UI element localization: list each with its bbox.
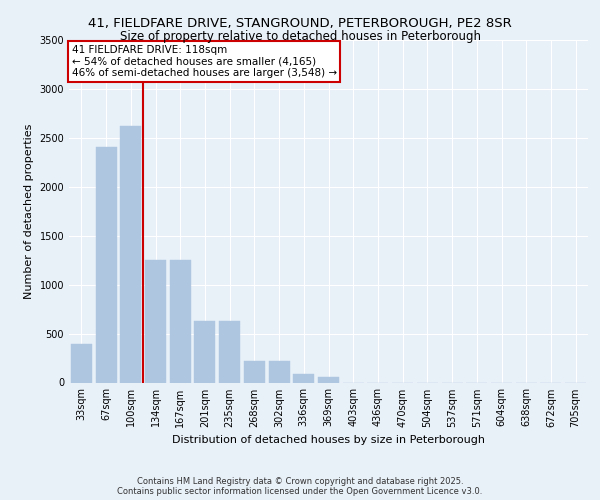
Text: 41 FIELDFARE DRIVE: 118sqm
← 54% of detached houses are smaller (4,165)
46% of s: 41 FIELDFARE DRIVE: 118sqm ← 54% of deta… — [71, 45, 337, 78]
Bar — [170, 260, 191, 382]
Bar — [318, 377, 339, 382]
Y-axis label: Number of detached properties: Number of detached properties — [24, 124, 34, 299]
Bar — [244, 362, 265, 382]
Bar — [194, 321, 215, 382]
Text: Contains HM Land Registry data © Crown copyright and database right 2025.
Contai: Contains HM Land Registry data © Crown c… — [118, 476, 482, 496]
Bar — [269, 362, 290, 382]
Text: 41, FIELDFARE DRIVE, STANGROUND, PETERBOROUGH, PE2 8SR: 41, FIELDFARE DRIVE, STANGROUND, PETERBO… — [88, 18, 512, 30]
Bar — [219, 321, 240, 382]
Bar — [145, 260, 166, 382]
Bar — [95, 146, 116, 382]
Bar — [120, 126, 141, 382]
Text: Size of property relative to detached houses in Peterborough: Size of property relative to detached ho… — [119, 30, 481, 43]
X-axis label: Distribution of detached houses by size in Peterborough: Distribution of detached houses by size … — [172, 435, 485, 445]
Bar — [293, 374, 314, 382]
Bar — [71, 344, 92, 383]
